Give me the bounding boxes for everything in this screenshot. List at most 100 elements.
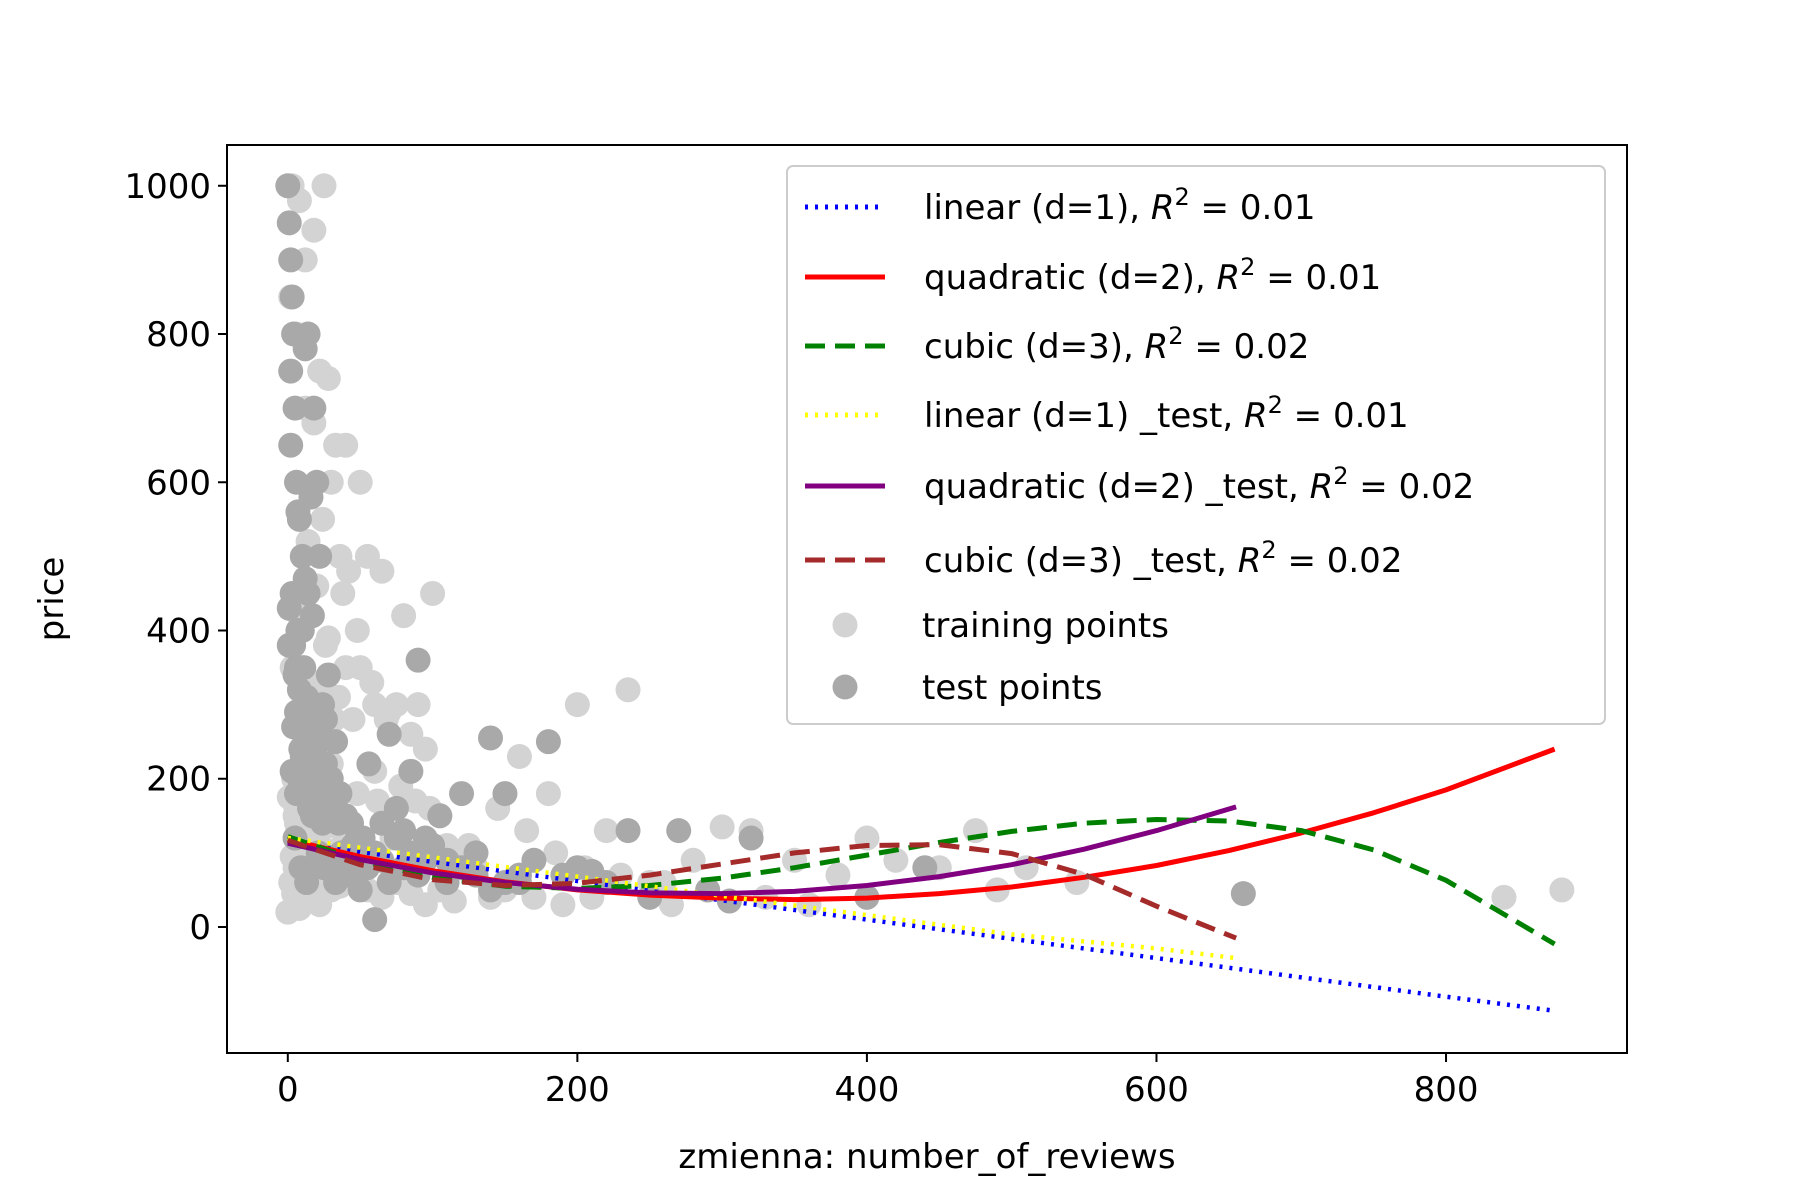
y-tick-label: 400 xyxy=(146,612,211,652)
legend-label: training points xyxy=(922,606,1169,646)
legend-label: linear (d=1), R2 = 0.01 xyxy=(924,183,1316,228)
y-tick-label: 1000 xyxy=(124,167,211,207)
y-axis-label: price xyxy=(32,557,72,642)
legend-entry-linear-d-1-test: linear (d=1) _test, R2 = 0.01 xyxy=(805,391,1409,436)
training-points-point xyxy=(1549,877,1575,903)
training-points-point xyxy=(365,788,391,814)
test-points-point xyxy=(477,725,503,751)
legend-entry-training-points: training points xyxy=(832,606,1169,646)
training-points-point xyxy=(344,618,370,644)
training-points-point xyxy=(359,669,385,695)
x-tick-label: 0 xyxy=(277,1070,299,1110)
training-points-point xyxy=(391,603,417,629)
test-points-point xyxy=(362,907,388,933)
legend-label: cubic (d=3), R2 = 0.02 xyxy=(924,322,1309,367)
legend-entry-quadratic-d-2-test: quadratic (d=2) _test, R2 = 0.02 xyxy=(805,462,1474,507)
test-points-point xyxy=(307,543,333,569)
legend-label: quadratic (d=2), R2 = 0.01 xyxy=(924,253,1381,298)
test-points-point xyxy=(315,662,341,688)
training-points-point xyxy=(543,840,569,866)
legend: linear (d=1), R2 = 0.01 quadratic (d=2), … xyxy=(786,165,1606,725)
training-points-point xyxy=(311,173,337,199)
legend-label: cubic (d=3) _test, R2 = 0.02 xyxy=(924,536,1402,581)
test-points-point xyxy=(278,247,304,273)
test-points-point xyxy=(294,684,320,710)
test-points-point xyxy=(276,595,302,621)
training-points-point xyxy=(315,625,341,651)
training-points-point xyxy=(333,432,359,458)
linear-d-1-test-line xyxy=(287,835,1237,961)
y-tick-label: 200 xyxy=(146,760,211,800)
training-points-point xyxy=(709,814,735,840)
test-points-point xyxy=(427,803,453,829)
legend-entry-cubic-d-3: cubic (d=3), R2 = 0.02 xyxy=(805,322,1309,367)
x-axis-label: zmienna: number_of_reviews xyxy=(678,1137,1175,1177)
training-points-point xyxy=(347,469,373,495)
training-points-point xyxy=(1491,884,1517,910)
test-points-point xyxy=(278,432,304,458)
test-points-point xyxy=(376,721,402,747)
training-points-point xyxy=(412,736,438,762)
legend-entry-cubic-d-3-test: cubic (d=3) _test, R2 = 0.02 xyxy=(805,536,1402,581)
training-points-point xyxy=(535,781,561,807)
plot-frame xyxy=(226,144,1628,1054)
training-points-point xyxy=(405,692,431,718)
x-tick-label: 800 xyxy=(1414,1070,1479,1110)
training-points-point xyxy=(506,744,532,770)
test-points-point xyxy=(304,469,330,495)
legend-entry-linear-d-1: linear (d=1), R2 = 0.01 xyxy=(805,183,1316,228)
test-points-point xyxy=(289,543,315,569)
lines-layer xyxy=(287,746,1556,1014)
test-points-point xyxy=(343,862,369,888)
legend-entry-quadratic-d-2: quadratic (d=2), R2 = 0.01 xyxy=(805,253,1381,298)
training-points-point xyxy=(420,580,446,606)
training-points-point xyxy=(1064,870,1090,896)
test-points-point xyxy=(282,662,308,688)
legend-label: quadratic (d=2) _test, R2 = 0.02 xyxy=(924,462,1474,507)
y-tick-label: 0 xyxy=(189,908,211,948)
test-points-point xyxy=(420,832,446,858)
test-points-point xyxy=(1230,881,1256,907)
y-tick-label: 800 xyxy=(146,315,211,355)
test-points-point xyxy=(383,795,409,821)
test-points-point xyxy=(405,647,431,673)
test-points-point xyxy=(398,758,424,784)
test-points-point xyxy=(276,632,302,658)
x-tick-label: 200 xyxy=(545,1070,610,1110)
test-points-point xyxy=(285,499,311,525)
legend-swatch xyxy=(832,612,858,638)
training-points-point xyxy=(825,862,851,888)
test-points-point xyxy=(279,284,305,310)
x-axis: 0 200 400 600 800 xyxy=(277,1053,1478,1110)
test-points-point xyxy=(356,751,382,777)
training-points-point xyxy=(796,892,822,918)
test-points-point xyxy=(666,818,692,844)
test-points-point xyxy=(289,744,315,770)
cubic-d-3-test-line xyxy=(287,837,1238,941)
legend-swatch xyxy=(832,674,858,700)
legend-box xyxy=(786,165,1606,725)
test-points-point xyxy=(276,210,302,236)
test-points-point xyxy=(278,358,304,384)
test-points-point xyxy=(463,840,489,866)
test-points-point xyxy=(299,603,325,629)
training-points-point xyxy=(680,847,706,873)
test-points-point xyxy=(282,395,308,421)
training-points-point xyxy=(301,217,327,243)
y-axis: 0 200 400 600 800 1000 xyxy=(124,167,227,948)
training-points-point xyxy=(330,580,356,606)
test-points-point xyxy=(738,825,764,851)
quadratic-d-2-test-line xyxy=(287,804,1237,897)
test-points-point xyxy=(283,781,309,807)
test-points-point xyxy=(449,781,475,807)
training-points-point xyxy=(315,365,341,391)
training-points-point xyxy=(883,847,909,873)
training-points-point xyxy=(369,558,395,584)
test-points-point xyxy=(615,818,641,844)
training-points-point xyxy=(340,706,366,732)
test-points-point xyxy=(912,855,938,881)
training-points-point xyxy=(336,558,362,584)
test-points-point xyxy=(295,321,321,347)
legend-label: test points xyxy=(922,668,1103,708)
